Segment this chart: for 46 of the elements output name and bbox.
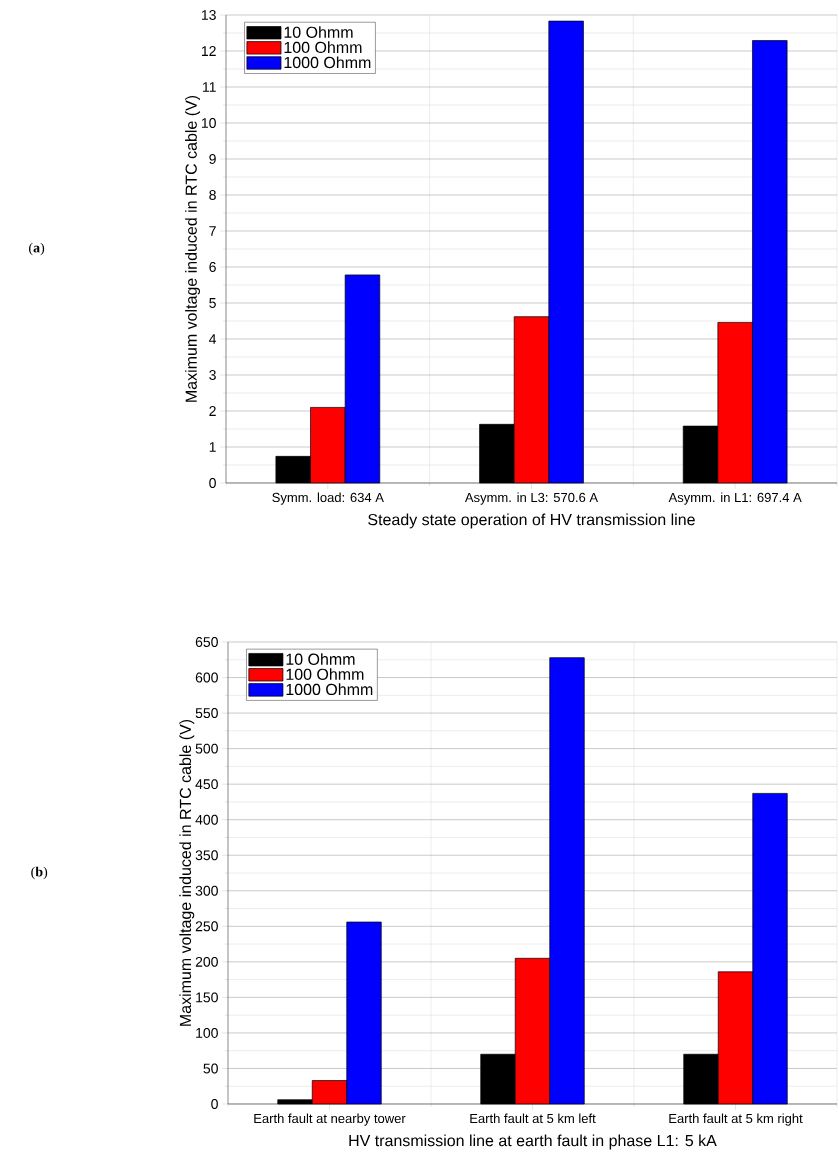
y-axis-title: Maximum voltage induced in RTC cable (V)	[179, 719, 195, 1026]
x-tick-label: Asymm. in L1: 697.4 A	[668, 492, 802, 505]
x-axis-title: HV transmission line at earth fault in phase L1: 5 kA	[349, 1134, 717, 1150]
y-tick-label: 50	[203, 1063, 218, 1074]
text: (a)	[29, 242, 45, 256]
y-tick-label: 7	[209, 226, 216, 236]
y-tick-label: 100	[196, 1027, 218, 1038]
y-tick-label: 3	[209, 370, 216, 380]
y-tick-label: 350	[195, 850, 218, 861]
x-tick-label: Earth fault at nearby tower	[254, 1113, 406, 1126]
y-tick-label: 0	[211, 1099, 218, 1109]
y-axis-title: Maximum voltage induced in RTC cable (V)	[185, 95, 201, 402]
x-tick-label: Earth fault at 5 km right	[669, 1113, 803, 1126]
y-tick-label: 0	[209, 478, 216, 488]
y-tick-label: 450	[195, 779, 218, 790]
x-tick-label: Earth fault at 5 km left	[470, 1113, 596, 1124]
legend-label: 1000 Ohmm	[284, 56, 371, 69]
y-tick-label: 9	[209, 154, 216, 164]
y-tick-label: 400	[195, 814, 218, 825]
y-tick-label: 10	[201, 118, 216, 128]
y-tick-label: 300	[195, 885, 218, 896]
legend-label: 10 Ohmm	[286, 653, 355, 665]
y-tick-label: 8	[209, 190, 216, 200]
y-tick-label: 200	[195, 956, 218, 967]
legend-label: 100 Ohmm	[286, 668, 364, 680]
y-tick-label: 12	[201, 46, 216, 56]
y-tick-label: 5	[209, 298, 216, 308]
legend-label: 1000 Ohmm	[286, 683, 373, 696]
x-tick-label: Asymm. in L3: 570.6 A	[464, 492, 599, 505]
y-tick-label: 11	[203, 82, 216, 92]
y-tick-label: 13	[201, 10, 216, 20]
legend-label: 100 Ohmm	[284, 41, 362, 54]
legend-label: 10 Ohmm	[284, 26, 353, 38]
y-tick-label: 650	[195, 637, 218, 647]
x-tick-label: Symm. load: 634 A	[272, 492, 384, 505]
y-tick-label: 550	[195, 708, 218, 719]
y-tick-label: 2	[209, 406, 216, 416]
y-tick-label: 250	[195, 921, 218, 932]
x-axis-title: Steady state operation of HV transmission line	[368, 513, 695, 529]
y-tick-label: 150	[196, 992, 218, 1003]
y-tick-label: 1	[209, 442, 216, 452]
y-tick-label: 600	[195, 672, 218, 683]
y-tick-label: 6	[209, 262, 216, 272]
y-tick-label: 4	[208, 334, 217, 344]
y-tick-label: 500	[195, 743, 218, 754]
text: (b)	[31, 866, 48, 880]
